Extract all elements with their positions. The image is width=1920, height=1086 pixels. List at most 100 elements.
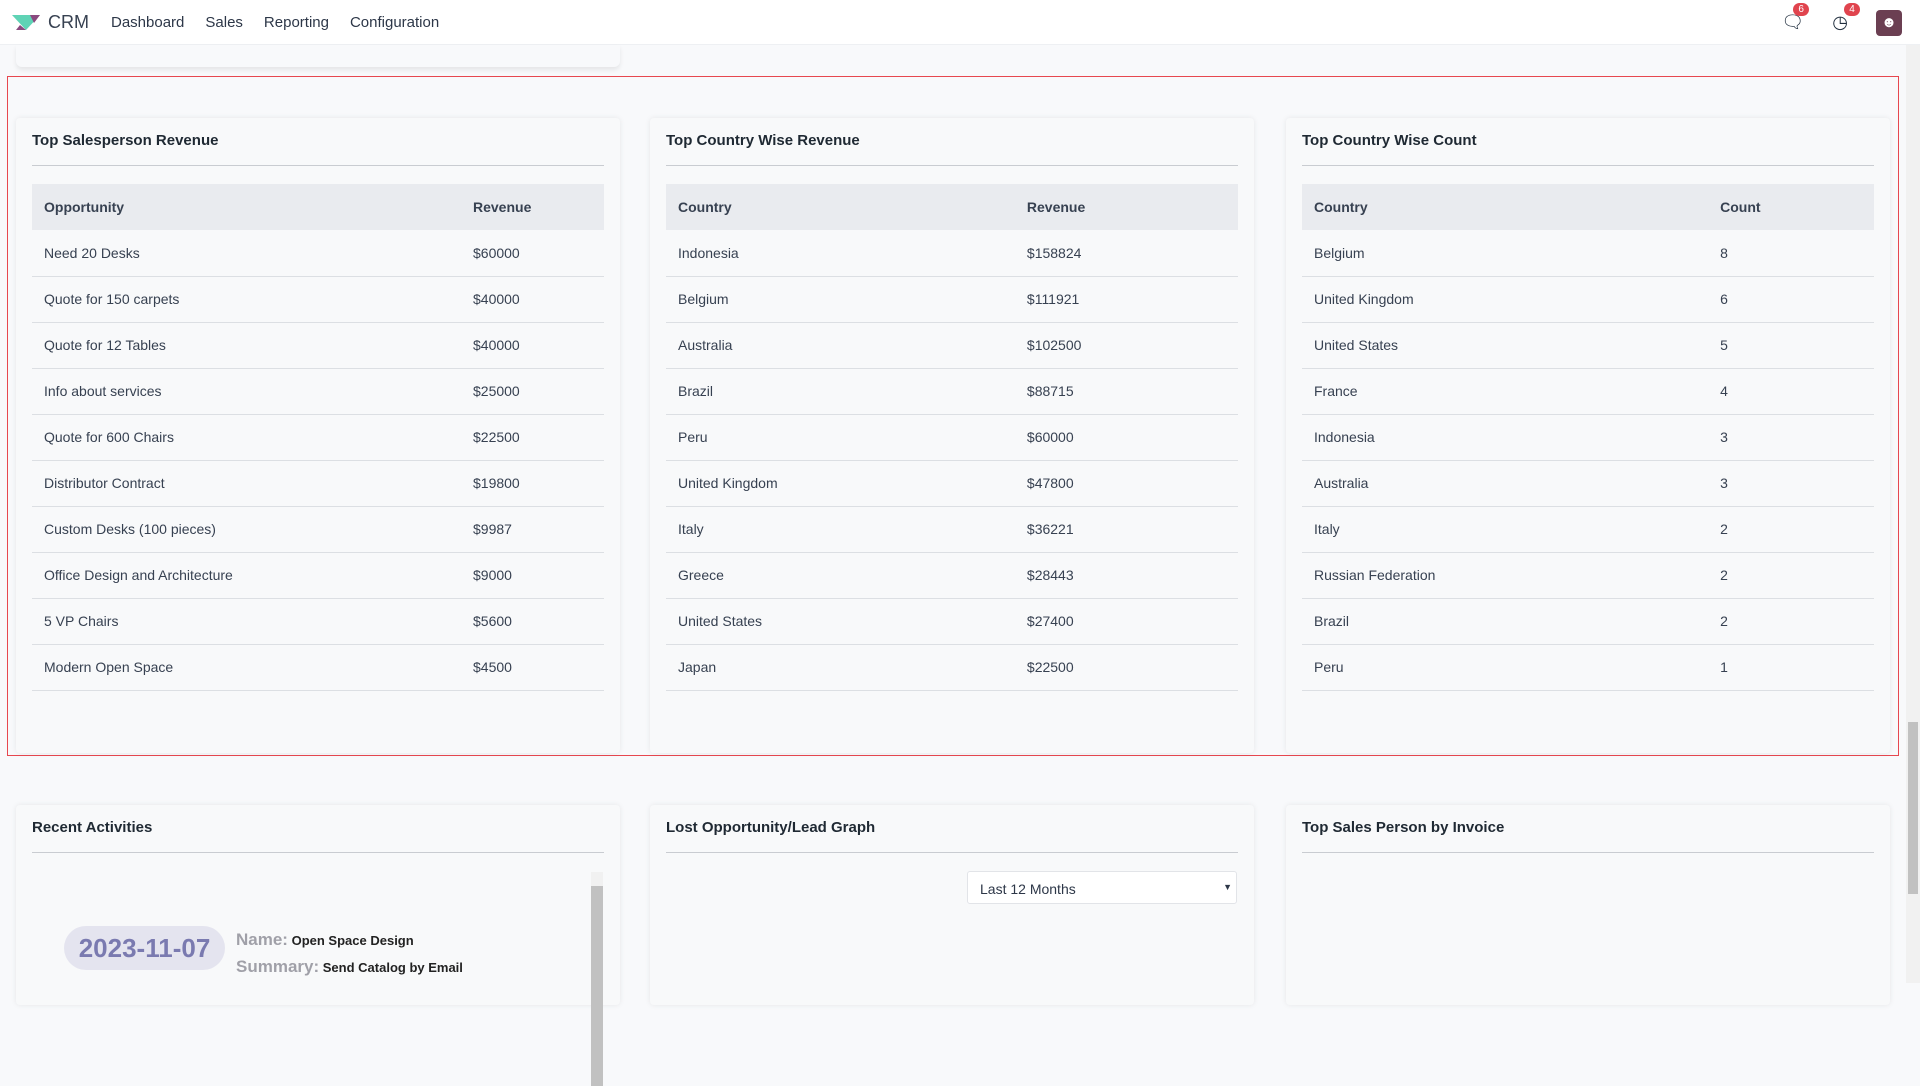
country-count-card: Top Country Wise Count Country Count Belgi… bbox=[1286, 118, 1890, 753]
user-avatar[interactable]: ☻ bbox=[1876, 9, 1902, 36]
table-row[interactable]: Japan $22500 bbox=[666, 644, 1238, 691]
table-row[interactable]: Belgium $111921 bbox=[666, 276, 1238, 323]
table-cell: 6 bbox=[1708, 276, 1874, 323]
period-select[interactable]: Last 12 Months ▼ bbox=[967, 871, 1237, 904]
table-row[interactable]: Italy $36221 bbox=[666, 506, 1238, 553]
country-revenue-card: Top Country Wise Revenue Country Revenue I… bbox=[650, 118, 1254, 753]
table-cell: $4500 bbox=[461, 644, 604, 691]
column-header[interactable]: Revenue bbox=[1014, 184, 1238, 230]
table-cell: Office Design and Architecture bbox=[32, 552, 461, 599]
clock-icon: ◷ bbox=[1832, 12, 1848, 32]
table-cell: $19800 bbox=[461, 460, 604, 507]
activity-name: Name: Open Space Design bbox=[236, 930, 414, 949]
column-header[interactable]: Opportunity bbox=[32, 184, 461, 230]
country-count-table: Country Count Belgium 8 United Kingdom 6 Unite… bbox=[1302, 184, 1874, 691]
crm-logo-icon[interactable] bbox=[12, 13, 40, 31]
table-header: Country Count bbox=[1302, 184, 1874, 230]
table-row[interactable]: Custom Desks (100 pieces) $9987 bbox=[32, 506, 604, 553]
table-row[interactable]: Belgium 8 bbox=[1302, 230, 1874, 277]
table-cell: $88715 bbox=[1014, 368, 1238, 415]
table-cell: Brazil bbox=[1302, 598, 1709, 645]
table-row[interactable]: Office Design and Architecture $9000 bbox=[32, 552, 604, 599]
divider bbox=[1302, 852, 1874, 853]
menu-reporting[interactable]: Reporting bbox=[263, 13, 329, 31]
table-cell: $40000 bbox=[461, 322, 604, 369]
table-row[interactable]: United Kingdom $47800 bbox=[666, 460, 1238, 507]
table-cell: Australia bbox=[1302, 460, 1709, 507]
table-cell: 2 bbox=[1708, 598, 1874, 645]
table-row[interactable]: United States 5 bbox=[1302, 322, 1874, 369]
page-scrollbar[interactable] bbox=[1906, 45, 1920, 983]
activities-scrollbar[interactable] bbox=[591, 872, 603, 1086]
table-header: Country Revenue bbox=[666, 184, 1238, 230]
table-row[interactable]: Australia 3 bbox=[1302, 460, 1874, 507]
table-cell: Peru bbox=[1302, 644, 1709, 691]
table-cell: Russian Federation bbox=[1302, 552, 1709, 599]
top-navbar: CRM Dashboard Sales Reporting Configurat… bbox=[0, 0, 1920, 45]
lost-opportunity-card: Lost Opportunity/Lead Graph Last 12 Mont… bbox=[650, 805, 1254, 1005]
activities-badge: 4 bbox=[1844, 3, 1860, 16]
salesperson-revenue-card: Top Salesperson Revenue Opportunity Reven… bbox=[16, 118, 620, 753]
table-cell: $111921 bbox=[1014, 276, 1238, 323]
chat-icon: 🗨 bbox=[1781, 12, 1805, 32]
table-row[interactable]: Modern Open Space $4500 bbox=[32, 644, 604, 691]
table-cell: 3 bbox=[1708, 414, 1874, 461]
table-row[interactable]: Brazil $88715 bbox=[666, 368, 1238, 415]
table-row[interactable]: Greece $28443 bbox=[666, 552, 1238, 599]
activity-date: 2023-11-07 bbox=[64, 926, 225, 970]
menu-configuration[interactable]: Configuration bbox=[349, 13, 440, 31]
table-row[interactable]: 5 VP Chairs $5600 bbox=[32, 598, 604, 645]
table-row[interactable]: Russian Federation 2 bbox=[1302, 552, 1874, 599]
app-name[interactable]: CRM bbox=[48, 11, 89, 32]
country-revenue-table: Country Revenue Indonesia $158824 Belgium $11… bbox=[666, 184, 1238, 691]
table-cell: Indonesia bbox=[666, 230, 1015, 277]
menu-dashboard[interactable]: Dashboard bbox=[111, 13, 185, 31]
table-cell: $27400 bbox=[1014, 598, 1238, 645]
table-row[interactable]: Indonesia $158824 bbox=[666, 230, 1238, 277]
table-row[interactable]: Quote for 150 carpets $40000 bbox=[32, 276, 604, 323]
table-row[interactable]: Peru 1 bbox=[1302, 644, 1874, 691]
menu-sales[interactable]: Sales bbox=[205, 13, 243, 31]
table-cell: Quote for 150 carpets bbox=[32, 276, 461, 323]
table-row[interactable]: Italy 2 bbox=[1302, 506, 1874, 553]
activities-button[interactable]: ◷ 4 bbox=[1832, 3, 1860, 33]
table-row[interactable]: Quote for 12 Tables $40000 bbox=[32, 322, 604, 369]
table-row[interactable]: United States $27400 bbox=[666, 598, 1238, 645]
table-row[interactable]: Quote for 600 Chairs $22500 bbox=[32, 414, 604, 461]
table-row[interactable]: United Kingdom 6 bbox=[1302, 276, 1874, 323]
table-cell: Peru bbox=[666, 414, 1015, 461]
column-header[interactable]: Revenue bbox=[461, 184, 604, 230]
table-row[interactable]: France 4 bbox=[1302, 368, 1874, 415]
table-cell: $22500 bbox=[1014, 644, 1238, 691]
column-header[interactable]: Count bbox=[1708, 184, 1874, 230]
table-cell: Greece bbox=[666, 552, 1015, 599]
previous-card bbox=[16, 45, 620, 67]
table-cell: Belgium bbox=[1302, 230, 1709, 277]
table-cell: $102500 bbox=[1014, 322, 1238, 369]
table-cell: United Kingdom bbox=[1302, 276, 1709, 323]
table-cell: 4 bbox=[1708, 368, 1874, 415]
divider bbox=[32, 165, 604, 166]
table-cell: 8 bbox=[1708, 230, 1874, 277]
table-row[interactable]: Peru $60000 bbox=[666, 414, 1238, 461]
table-cell: Japan bbox=[666, 644, 1015, 691]
table-row[interactable]: Brazil 2 bbox=[1302, 598, 1874, 645]
table-cell: France bbox=[1302, 368, 1709, 415]
card-title: Top Salesperson Revenue bbox=[32, 132, 219, 149]
column-header[interactable]: Country bbox=[666, 184, 1015, 230]
salesperson-table: Opportunity Revenue Need 20 Desks $60000 Quo… bbox=[32, 184, 604, 691]
table-row[interactable]: Need 20 Desks $60000 bbox=[32, 230, 604, 277]
table-row[interactable]: Indonesia 3 bbox=[1302, 414, 1874, 461]
table-cell: $40000 bbox=[461, 276, 604, 323]
table-cell: Australia bbox=[666, 322, 1015, 369]
table-cell: Belgium bbox=[666, 276, 1015, 323]
table-cell: Italy bbox=[666, 506, 1015, 553]
table-cell: Modern Open Space bbox=[32, 644, 461, 691]
card-title: Recent Activities bbox=[32, 819, 153, 836]
table-row[interactable]: Distributor Contract $19800 bbox=[32, 460, 604, 507]
messages-button[interactable]: 🗨 6 bbox=[1781, 3, 1809, 33]
table-cell: 1 bbox=[1708, 644, 1874, 691]
table-row[interactable]: Info about services $25000 bbox=[32, 368, 604, 415]
column-header[interactable]: Country bbox=[1302, 184, 1709, 230]
table-row[interactable]: Australia $102500 bbox=[666, 322, 1238, 369]
